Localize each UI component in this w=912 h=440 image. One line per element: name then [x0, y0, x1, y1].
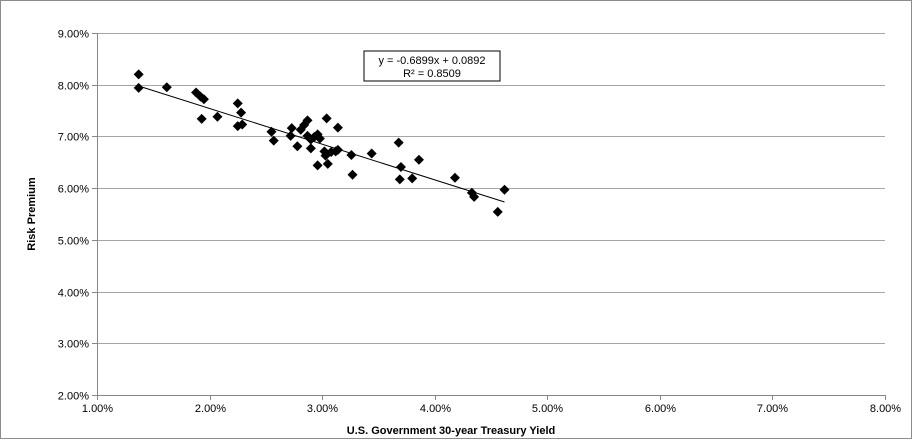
y-tick-labels: 2.00% 3.00% 4.00% 5.00% 6.00% 7.00% 8.00% 9.00% [58, 29, 89, 403]
data-point [366, 148, 377, 159]
x-axis-title: U.S. Government 30-year Treasury Yield [347, 425, 555, 437]
data-point [133, 82, 144, 93]
y-tick-label: 4.00% [58, 288, 89, 300]
trendline-r-squared: R² = 0.8509 [403, 68, 461, 80]
data-point [413, 154, 424, 165]
data-point [268, 135, 279, 146]
x-tick-label: 6.00% [645, 403, 676, 415]
x-tick-label: 1.00% [82, 403, 113, 415]
y-axis-title: Risk Premium [26, 177, 38, 251]
y-tick-label: 9.00% [58, 29, 89, 41]
axes [92, 33, 886, 400]
x-tick-label: 3.00% [307, 403, 338, 415]
data-point [394, 174, 405, 185]
data-points [133, 69, 510, 217]
data-point [295, 124, 306, 135]
x-tick-label: 8.00% [870, 403, 901, 415]
trendline-equation: y = -0.6899x + 0.0892 [378, 55, 485, 67]
trendline-group [138, 85, 505, 203]
trendline [138, 85, 505, 203]
data-point [266, 126, 277, 137]
data-point [321, 113, 332, 124]
data-point [196, 113, 207, 124]
data-point [285, 130, 296, 141]
data-point [407, 173, 418, 184]
data-point [332, 122, 343, 133]
data-point [305, 143, 316, 154]
data-point [332, 144, 343, 155]
x-tick-label: 5.00% [532, 403, 563, 415]
data-point [286, 123, 297, 134]
y-tick-label: 3.00% [58, 339, 89, 351]
data-point [314, 133, 325, 144]
data-point [492, 206, 503, 217]
data-point [393, 137, 404, 148]
data-point [232, 98, 243, 109]
data-point [198, 94, 209, 105]
data-point [499, 184, 510, 195]
y-tick-label: 7.00% [58, 132, 89, 144]
data-point [292, 141, 303, 152]
data-point [212, 111, 223, 122]
data-point [347, 169, 358, 180]
data-point [161, 82, 172, 93]
x-tick-labels: 1.00% 2.00% 3.00% 4.00% 5.00% 6.00% 7.00% 8.00% [82, 403, 901, 415]
y-tick-label: 2.00% [58, 391, 89, 403]
data-point [395, 161, 406, 172]
y-tick-label: 6.00% [58, 184, 89, 196]
data-point [346, 150, 357, 161]
gridlines [97, 33, 885, 344]
x-tick-label: 7.00% [757, 403, 788, 415]
y-tick-label: 5.00% [58, 236, 89, 248]
data-point [302, 115, 313, 126]
data-point [237, 119, 248, 130]
x-tick-label: 2.00% [195, 403, 226, 415]
data-point [449, 172, 460, 183]
equation-box-border [363, 50, 501, 82]
x-tick-label: 4.00% [420, 403, 451, 415]
data-point [312, 160, 323, 171]
data-point [133, 69, 144, 80]
data-point [469, 191, 480, 202]
y-tick-label: 8.00% [58, 81, 89, 93]
data-point [236, 107, 247, 118]
trendline-equation-box: y = -0.6899x + 0.0892 R² = 0.8509 [363, 50, 501, 82]
data-point [322, 158, 333, 169]
